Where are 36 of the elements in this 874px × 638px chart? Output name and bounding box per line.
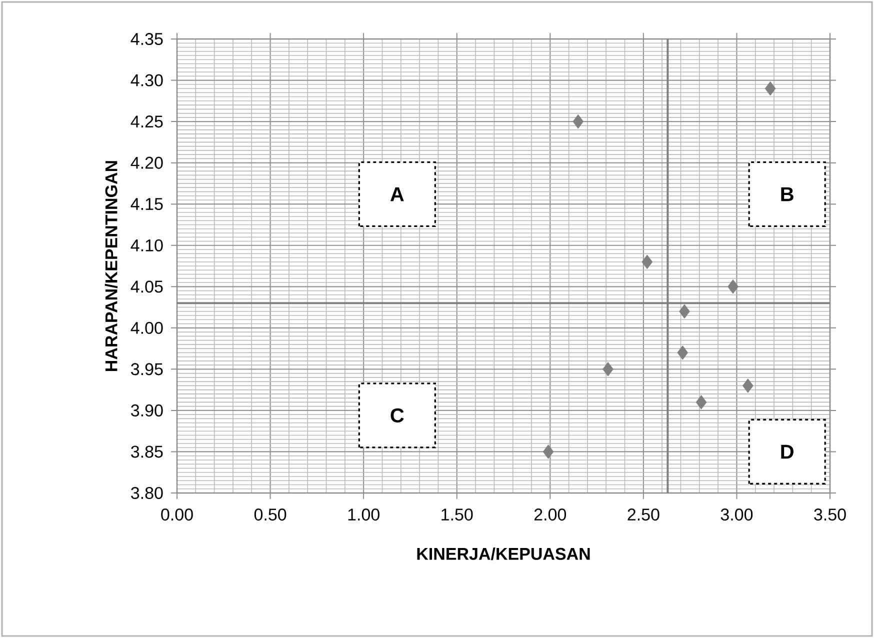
y-tick-label: 4.20 bbox=[130, 156, 163, 169]
y-axis-title: HARAPAN/KEPENTINGAN bbox=[104, 161, 118, 371]
y-tick-label: 3.90 bbox=[131, 404, 163, 416]
x-tick-label: 1.00 bbox=[348, 508, 380, 521]
x-tick-label: 1.50 bbox=[442, 508, 473, 521]
point bbox=[677, 345, 688, 360]
y-tick-label: 4.25 bbox=[130, 116, 163, 128]
y-tick-label: 4.05 bbox=[130, 280, 163, 293]
point bbox=[642, 254, 653, 270]
point bbox=[742, 378, 754, 393]
y-tick-label: 4.10 bbox=[130, 239, 163, 252]
x-tick-label: 3.50 bbox=[814, 508, 846, 521]
x-tick-label: 0.00 bbox=[161, 508, 193, 521]
y-tick-label: 3.85 bbox=[131, 446, 163, 458]
point bbox=[679, 304, 690, 319]
x-tick-label: 0.50 bbox=[254, 508, 286, 521]
y-tick-label: 3.95 bbox=[131, 363, 163, 376]
y-tick-label: 4.35 bbox=[130, 32, 163, 46]
x-tick-label: 2.00 bbox=[534, 508, 566, 521]
point bbox=[602, 362, 614, 376]
y-tick-label: 4.15 bbox=[130, 198, 163, 210]
point bbox=[728, 279, 738, 294]
x-tick-label: 2.50 bbox=[628, 508, 660, 521]
point bbox=[542, 444, 554, 459]
annotation: D bbox=[781, 444, 794, 459]
annotation: B bbox=[781, 187, 794, 202]
x-tick-label: 3.00 bbox=[720, 508, 753, 521]
annotation: A bbox=[390, 187, 404, 202]
annotation: C bbox=[390, 408, 404, 422]
point bbox=[764, 81, 776, 96]
y-tick-label: 4.00 bbox=[130, 322, 163, 334]
point bbox=[696, 395, 707, 410]
y-tick-label: 4.30 bbox=[130, 74, 163, 86]
x-axis-title: KINERJA/KEPUASAN bbox=[417, 547, 590, 560]
point bbox=[572, 114, 584, 129]
y-tick-label: 3.80 bbox=[131, 486, 163, 500]
